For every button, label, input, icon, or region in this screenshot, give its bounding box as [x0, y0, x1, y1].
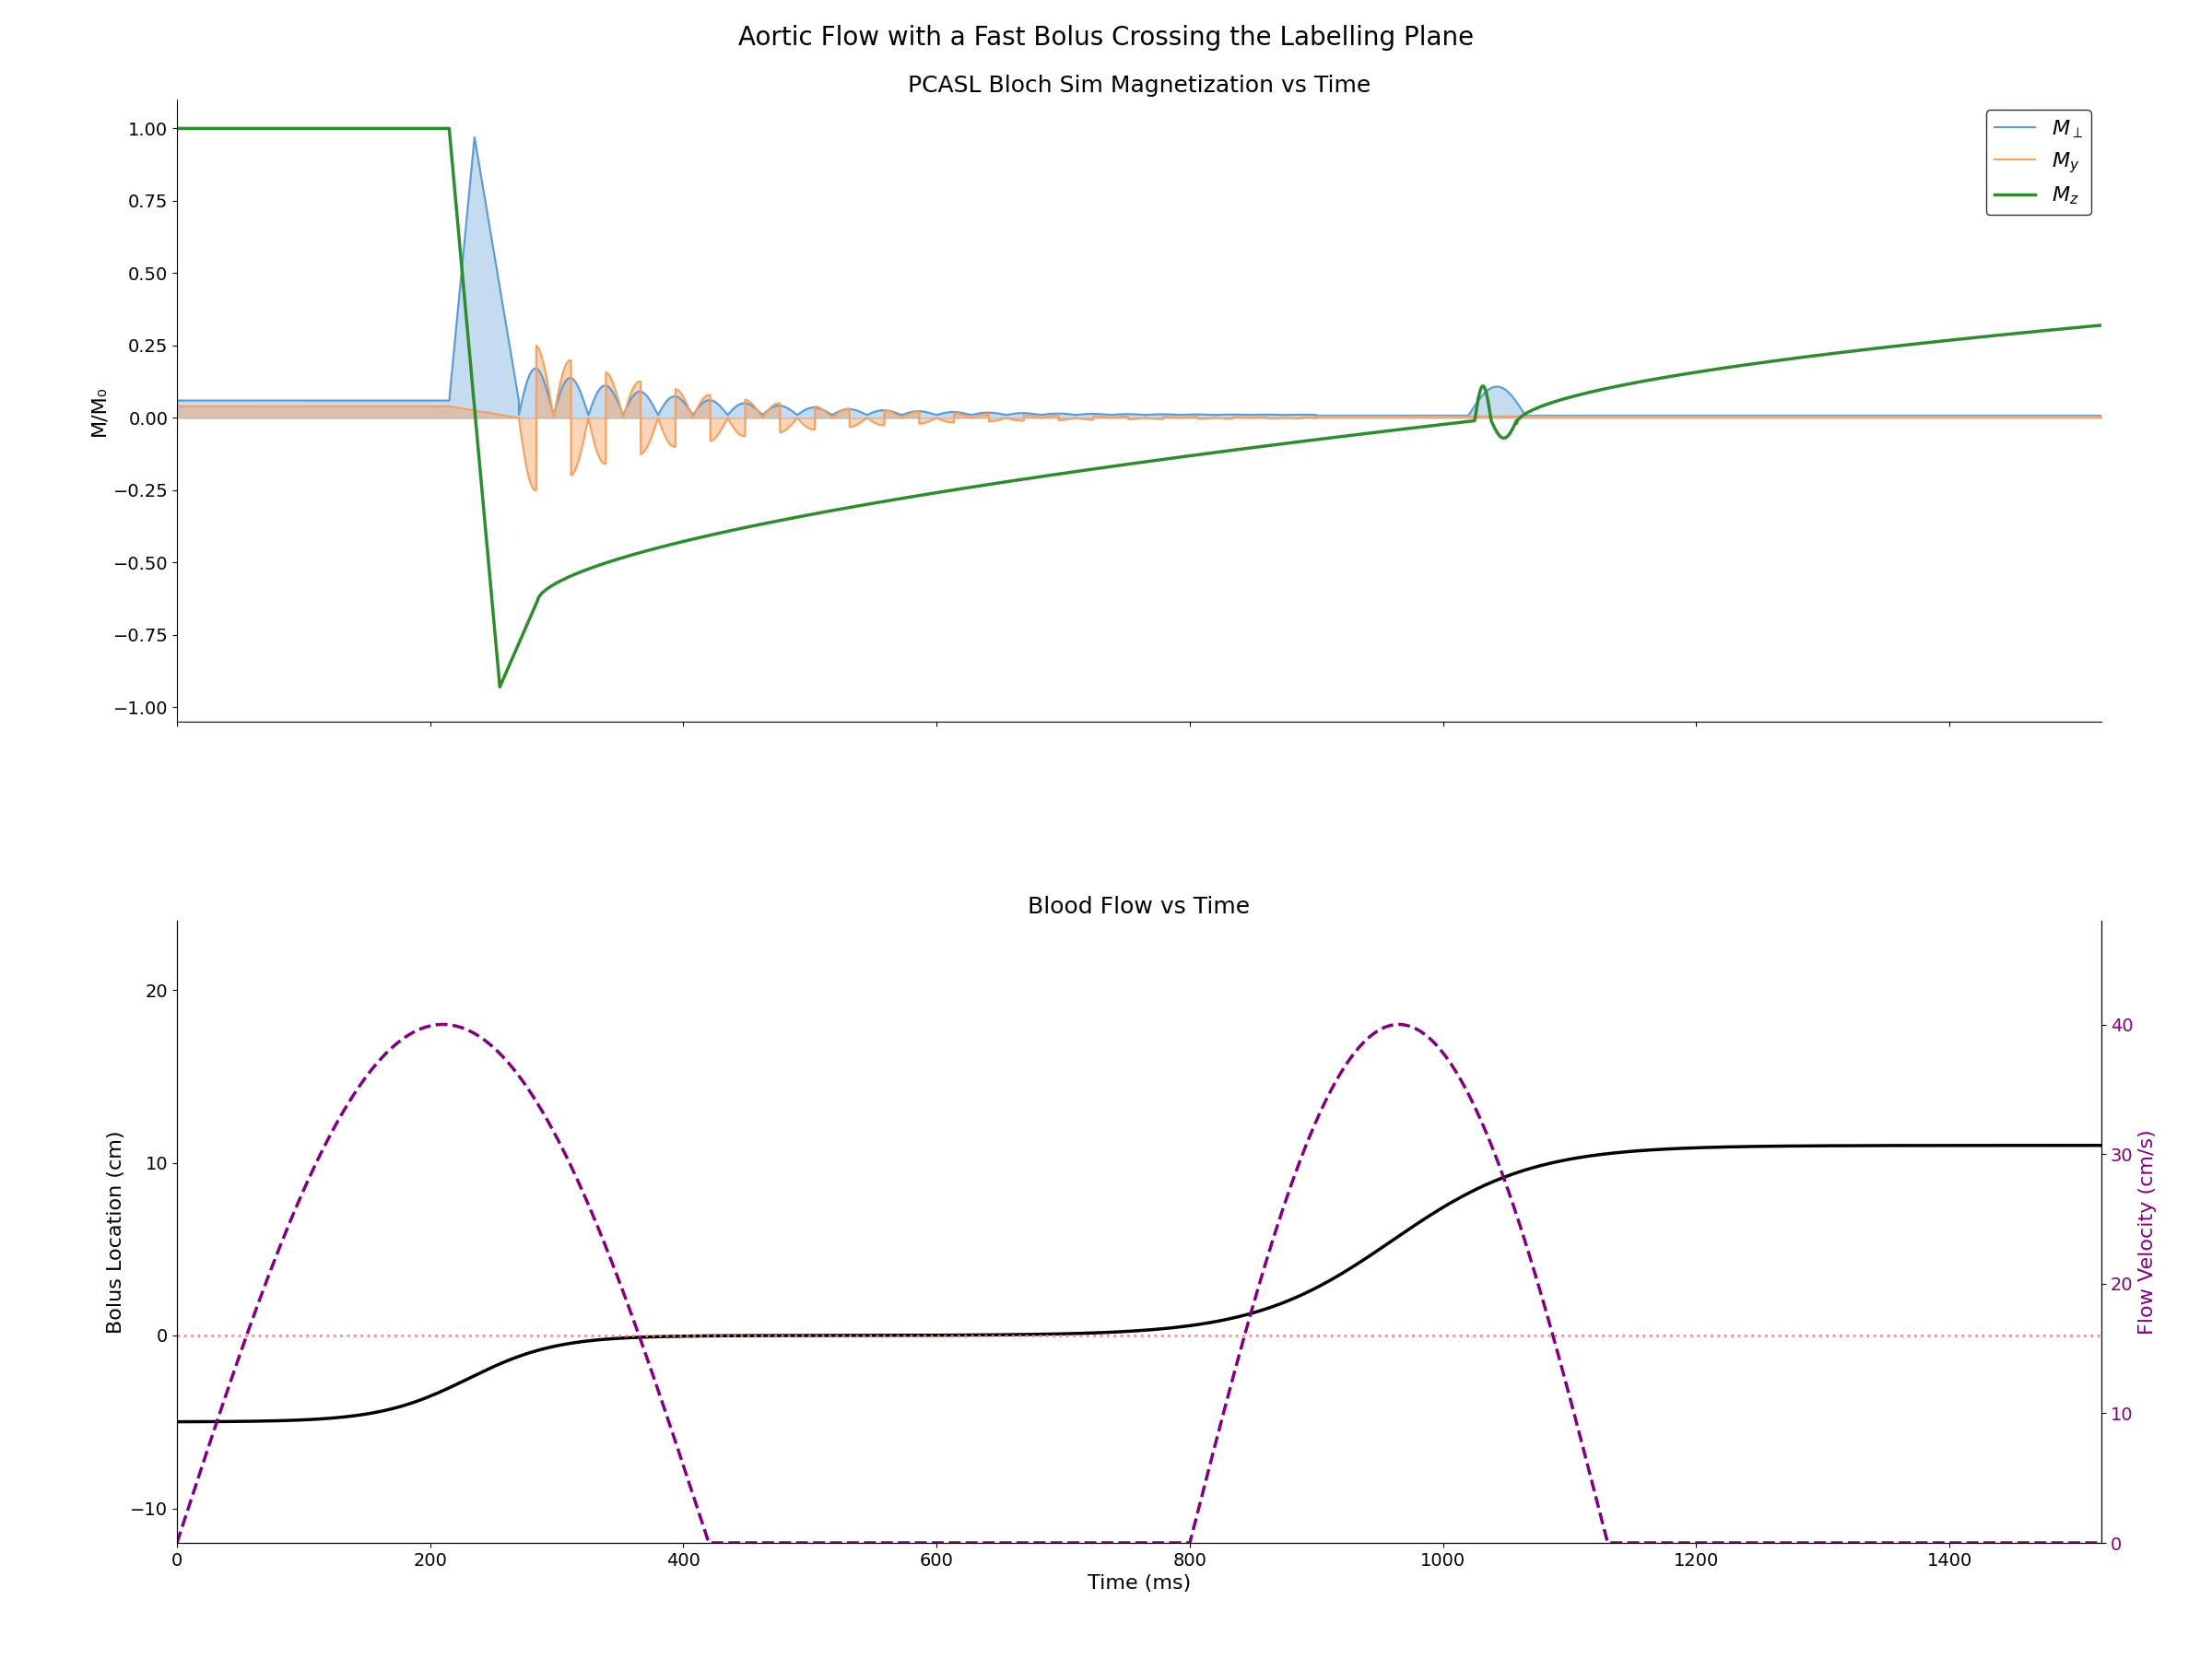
Text: Aortic Flow with a Fast Bolus Crossing the Labelling Plane: Aortic Flow with a Fast Bolus Crossing t… — [739, 25, 1473, 51]
$M_y$ — [522, 481, 549, 501]
$M_z$ — [586, 556, 613, 576]
$M_{\perp}$ — [586, 380, 613, 400]
$M_y$ — [374, 397, 400, 416]
$M_{\perp}$ — [164, 390, 190, 410]
X-axis label: Time (ms): Time (ms) — [1088, 1574, 1190, 1593]
$M_z$ — [374, 118, 400, 138]
Line: $M_y$: $M_y$ — [177, 345, 2101, 491]
$M_{\perp}$ — [226, 390, 252, 410]
$M_z$ — [626, 542, 653, 562]
$M_{\perp}$ — [2088, 405, 2115, 425]
Legend: $M_{\perp}$, $M_y$, $M_z$: $M_{\perp}$, $M_y$, $M_z$ — [1986, 109, 2090, 216]
$M_{\perp}$ — [1303, 405, 1329, 425]
$M_y$ — [522, 335, 549, 355]
$M_z$ — [2088, 315, 2115, 335]
Line: $M_z$: $M_z$ — [177, 128, 2101, 687]
$M_z$ — [164, 118, 190, 138]
Y-axis label: Bolus Location (cm): Bolus Location (cm) — [106, 1130, 126, 1334]
$M_{\perp}$ — [1181, 405, 1208, 425]
Title: Blood Flow vs Time: Blood Flow vs Time — [1029, 896, 1250, 917]
Y-axis label: M/M₀: M/M₀ — [88, 385, 108, 436]
$M_y$ — [226, 397, 252, 416]
Y-axis label: Flow Velocity (cm/s): Flow Velocity (cm/s) — [2139, 1130, 2157, 1334]
$M_y$ — [626, 372, 653, 392]
$M_{\perp}$ — [1832, 405, 1858, 425]
$M_z$ — [487, 677, 513, 697]
$M_z$ — [1181, 445, 1208, 465]
$M_{\perp}$ — [462, 128, 489, 148]
$M_{\perp}$ — [374, 390, 400, 410]
$M_y$ — [164, 397, 190, 416]
$M_z$ — [1832, 342, 1858, 362]
$M_y$ — [586, 448, 613, 468]
$M_{\perp}$ — [626, 382, 653, 401]
Title: PCASL Bloch Sim Magnetization vs Time: PCASL Bloch Sim Magnetization vs Time — [907, 75, 1371, 96]
$M_y$ — [1832, 406, 1858, 426]
Line: $M_{\perp}$: $M_{\perp}$ — [177, 138, 2101, 415]
$M_z$ — [226, 118, 252, 138]
$M_y$ — [2088, 406, 2115, 426]
$M_y$ — [1181, 406, 1208, 426]
